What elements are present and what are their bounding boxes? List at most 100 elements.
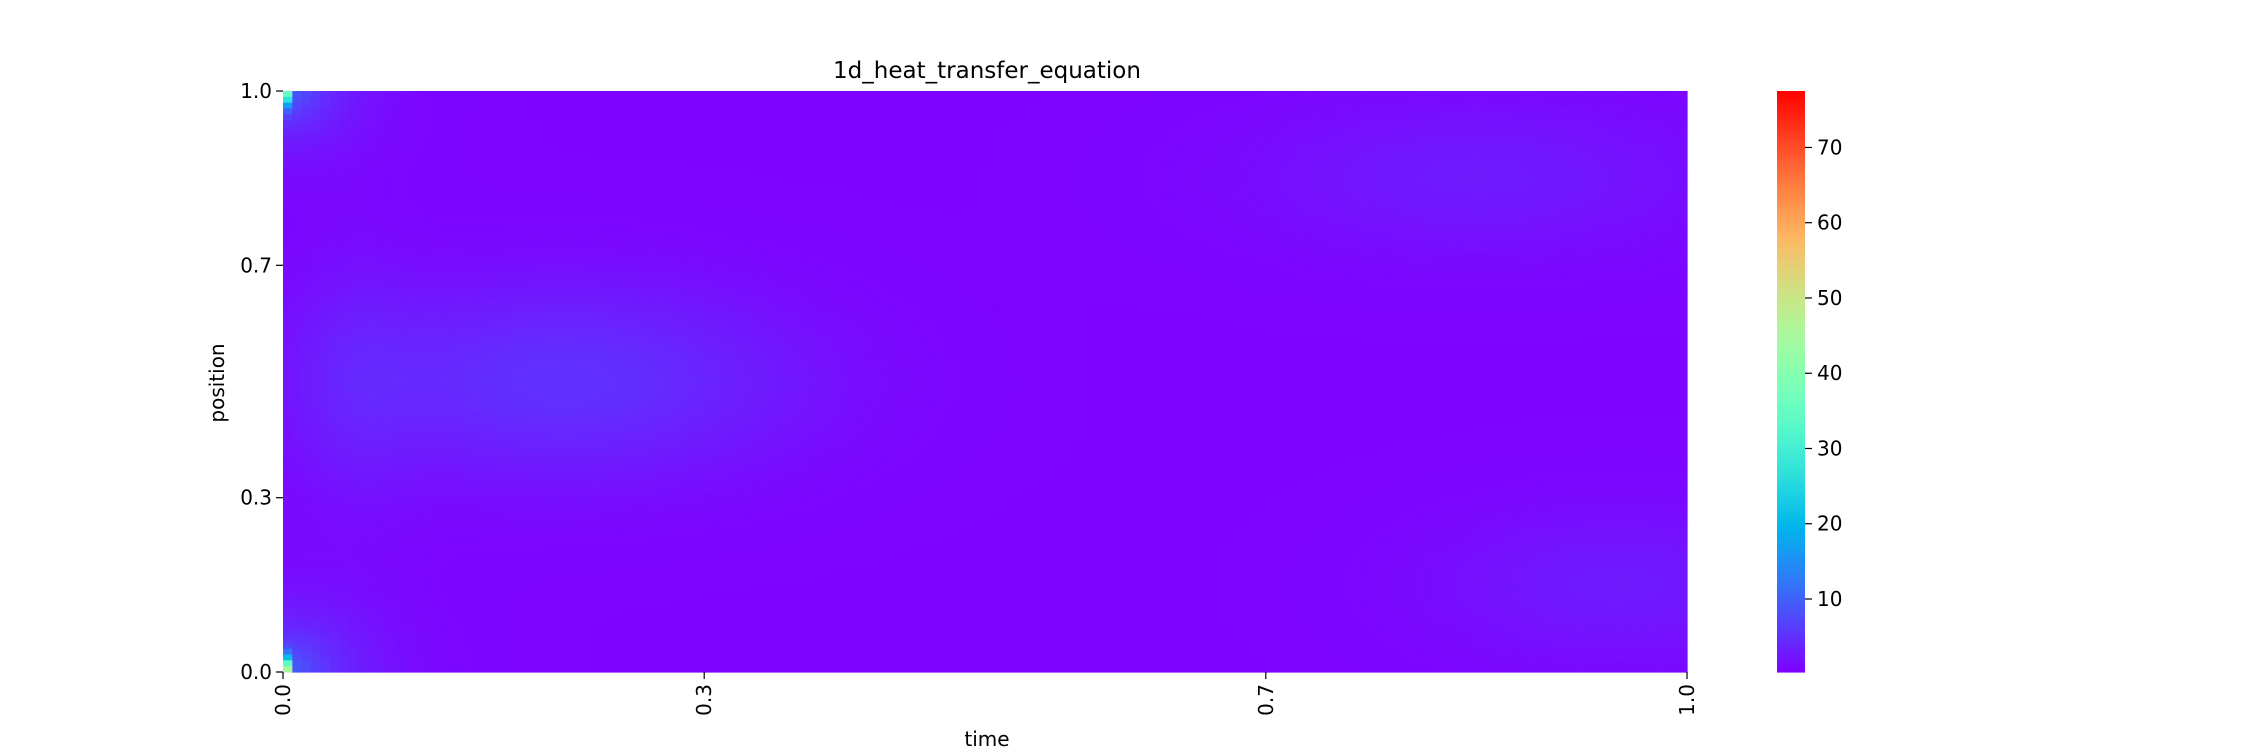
heatmap-cell	[844, 120, 855, 127]
heatmap-cell	[863, 253, 874, 261]
heatmap-cell	[601, 201, 612, 208]
heatmap-cell	[704, 213, 715, 220]
heatmap-cell	[882, 154, 892, 162]
heatmap-cell	[1630, 265, 1641, 272]
heatmap-cell	[1013, 108, 1024, 115]
heatmap-cell	[1424, 259, 1435, 266]
heatmap-cell	[470, 242, 481, 249]
heatmap-cell	[985, 253, 995, 261]
heatmap-cell	[1490, 125, 1501, 133]
heatmap-cell	[1256, 143, 1267, 150]
heatmap-cell	[1125, 183, 1136, 191]
heatmap-cell	[545, 282, 556, 290]
heatmap-cell	[1190, 108, 1201, 115]
heatmap-cell	[1172, 91, 1183, 98]
heatmap-cell	[1649, 125, 1660, 133]
heatmap-cell	[956, 259, 967, 266]
heatmap-cell	[1481, 253, 1492, 261]
heatmap-cell	[423, 189, 434, 197]
heatmap-cell	[816, 207, 827, 214]
heatmap-cell	[1265, 160, 1276, 168]
heatmap-cell	[601, 131, 612, 139]
heatmap-cell	[919, 230, 930, 237]
heatmap-cell	[1275, 108, 1286, 115]
heatmap-cell	[1490, 230, 1501, 237]
heatmap-cell	[900, 178, 911, 185]
heatmap-cell	[517, 259, 527, 266]
heatmap-cell	[1312, 242, 1323, 249]
heatmap-cell	[545, 91, 556, 98]
heatmap-cell	[1471, 149, 1482, 156]
heatmap-cell	[1537, 91, 1548, 98]
heatmap-cell	[1162, 230, 1173, 237]
heatmap-cell	[1172, 201, 1183, 208]
heatmap-cell	[1125, 195, 1136, 202]
heatmap-cell	[451, 172, 462, 179]
heatmap-cell	[1499, 218, 1510, 226]
heatmap-cell	[1677, 242, 1688, 249]
heatmap-cell	[1443, 172, 1454, 179]
heatmap-cell	[442, 282, 453, 290]
heatmap-cell	[339, 201, 350, 208]
heatmap-cell	[1462, 201, 1473, 208]
heatmap-cell	[1200, 253, 1211, 261]
heatmap-cell	[1312, 230, 1323, 237]
heatmap-cell	[1396, 143, 1407, 150]
heatmap-cell	[910, 166, 921, 173]
heatmap-cell	[1481, 271, 1492, 278]
heatmap-cell	[1612, 189, 1623, 197]
heatmap-cell	[376, 114, 387, 121]
heatmap-cell	[947, 154, 958, 162]
heatmap-cell	[283, 213, 293, 220]
heatmap-cell	[1640, 137, 1651, 144]
heatmap-cell	[938, 271, 949, 278]
heatmap-cell	[1293, 259, 1304, 266]
heatmap-cell	[807, 166, 818, 173]
heatmap-cell	[853, 259, 864, 266]
heatmap-cell	[1537, 149, 1548, 156]
heatmap-cell	[779, 108, 790, 115]
heatmap-cell	[460, 201, 471, 208]
heatmap-cell	[1668, 149, 1679, 156]
heatmap-cell	[1022, 242, 1033, 249]
heatmap-cell	[1059, 265, 1070, 272]
heatmap-cell	[339, 271, 350, 278]
heatmap-cell	[1462, 276, 1473, 284]
heatmap-cell	[1190, 149, 1201, 156]
heatmap-cell	[1209, 172, 1220, 179]
heatmap-cell	[751, 108, 761, 115]
heatmap-cell	[1640, 154, 1651, 162]
heatmap-cell	[1565, 183, 1576, 191]
heatmap-cell	[751, 276, 761, 284]
heatmap-cell	[1453, 271, 1463, 278]
heatmap-cell	[863, 172, 874, 179]
heatmap-cell	[779, 236, 790, 243]
heatmap-cell	[1677, 125, 1688, 133]
heatmap-cell	[1200, 125, 1211, 133]
heatmap-cell	[1293, 166, 1304, 173]
heatmap-cell	[395, 172, 406, 179]
heatmap-cell	[1649, 91, 1660, 98]
heatmap-cell	[1331, 201, 1342, 208]
heatmap-cell	[769, 143, 780, 150]
heatmap-cell	[517, 236, 527, 243]
heatmap-cell	[535, 236, 546, 243]
heatmap-cell	[985, 230, 995, 237]
heatmap-cell	[535, 259, 546, 266]
heatmap-cell	[1509, 195, 1520, 202]
heatmap-cell	[872, 172, 883, 179]
heatmap-cell	[956, 236, 967, 243]
heatmap-cell	[582, 91, 593, 98]
heatmap-cell	[694, 125, 705, 133]
heatmap-cell	[470, 218, 481, 226]
heatmap-cell	[1359, 149, 1370, 156]
heatmap-cell	[1658, 247, 1669, 255]
heatmap-cell	[853, 218, 864, 226]
heatmap-cell	[1555, 218, 1566, 226]
heatmap-cell	[1275, 137, 1286, 144]
heatmap-cell	[1630, 120, 1641, 127]
heatmap-cell	[1668, 259, 1679, 266]
heatmap-cell	[1649, 143, 1660, 150]
heatmap-cell	[1415, 160, 1426, 168]
heatmap-cell	[1621, 160, 1632, 168]
